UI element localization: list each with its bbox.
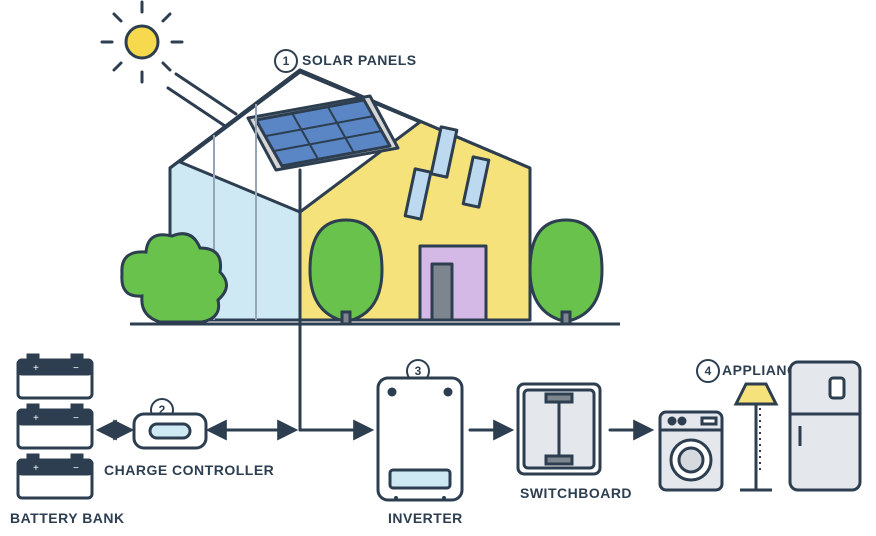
washing-machine-icon: [660, 412, 722, 490]
charge-controller-icon: [134, 414, 206, 448]
svg-text:+: +: [33, 463, 39, 474]
lamp-icon: [736, 384, 776, 490]
sun-icon: [102, 2, 236, 128]
tree-right-icon: [530, 220, 602, 324]
svg-text:+: +: [33, 363, 39, 374]
svg-text:−: −: [73, 363, 79, 374]
battery-bank-icon: + − + − + −: [18, 355, 92, 498]
svg-text:−: −: [73, 413, 79, 424]
switchboard-icon: [518, 384, 600, 474]
svg-text:+: +: [33, 413, 39, 424]
fridge-icon: [790, 362, 860, 490]
tree-left-icon: [310, 220, 382, 324]
inverter-icon: [378, 378, 462, 500]
diagram-svg: + − + − + −: [0, 0, 876, 536]
svg-text:−: −: [73, 463, 79, 474]
